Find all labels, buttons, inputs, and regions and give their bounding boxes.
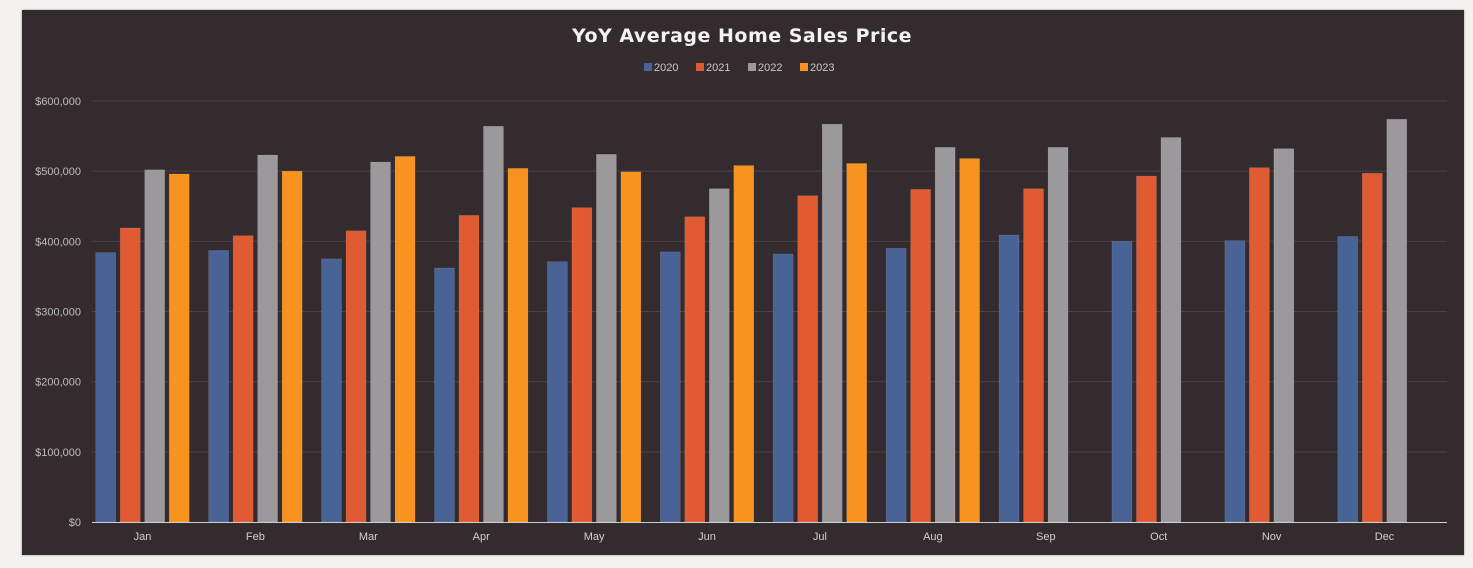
- bar-2023-jan: [168, 173, 190, 523]
- bar-2022-aug: [934, 147, 956, 523]
- bar-2021-may: [571, 207, 593, 523]
- bar-2020-oct: [1111, 241, 1133, 523]
- x-tick-label: Jan: [134, 531, 152, 543]
- bar-2020-sep: [998, 234, 1020, 523]
- x-tick-label: Aug: [923, 531, 943, 543]
- y-tick-label: $400,000: [35, 236, 81, 248]
- bar-2021-nov: [1249, 167, 1270, 523]
- bar-2022-jul: [821, 123, 843, 523]
- bar-2022-oct: [1160, 137, 1182, 523]
- bar-2023-mar: [394, 156, 416, 523]
- bar-2023-apr: [507, 168, 529, 523]
- bar-2020-aug: [885, 248, 907, 523]
- y-tick-label: $600,000: [35, 96, 81, 108]
- bar-2021-jun: [684, 216, 706, 523]
- y-tick-label: $100,000: [35, 447, 81, 459]
- bar-2023-jun: [733, 165, 755, 523]
- legend-label-2021: 2021: [706, 62, 730, 74]
- bar-2023-may: [620, 171, 642, 523]
- chart-card: YoY Average Home Sales Price 2020 2021 202…: [22, 10, 1464, 555]
- y-tick-label: $300,000: [35, 307, 81, 319]
- bar-2021-aug: [910, 189, 931, 523]
- bar-2023-aug: [959, 158, 980, 523]
- bar-2022-may: [596, 154, 617, 523]
- x-tick-label: Jul: [813, 531, 827, 543]
- legend-swatch-2023: [800, 63, 808, 71]
- x-tick-label: Sep: [1036, 531, 1056, 543]
- bar-2022-dec: [1386, 118, 1408, 523]
- bar-2020-jan: [95, 252, 117, 523]
- bar-2022-sep: [1047, 147, 1069, 523]
- bar-2020-mar: [321, 258, 342, 523]
- legend-label-2020: 2020: [654, 62, 678, 74]
- y-tick-label: $500,000: [35, 166, 81, 178]
- bar-2022-mar: [370, 161, 391, 523]
- legend-swatch-2022: [748, 63, 756, 71]
- chart-svg: YoY Average Home Sales Price 2020 2021 202…: [35, 25, 1447, 543]
- y-axis: $0 $100,000 $200,000 $300,000 $400,000 $500,0…: [35, 96, 81, 529]
- x-axis: Jan Feb Mar Apr May Jun Jul Aug Sep Oct Nov Dec: [92, 522, 1447, 543]
- bar-2021-jan: [119, 227, 141, 523]
- bar-2020-nov: [1224, 240, 1246, 523]
- bar-2021-mar: [345, 230, 367, 523]
- x-tick-label: Jun: [698, 531, 716, 543]
- x-tick-label: Mar: [359, 531, 378, 543]
- bar-2020-dec: [1337, 236, 1359, 523]
- bar-2022-apr: [483, 125, 504, 523]
- bar-2021-apr: [458, 215, 480, 523]
- bars: [95, 118, 1408, 523]
- bar-2020-apr: [434, 267, 455, 523]
- bar-2020-jun: [659, 251, 681, 523]
- chart-title: YoY Average Home Sales Price: [571, 25, 912, 47]
- bar-2021-feb: [232, 235, 254, 523]
- x-tick-label: Nov: [1262, 531, 1282, 543]
- bar-2021-oct: [1136, 175, 1157, 523]
- bar-2022-feb: [257, 154, 278, 523]
- legend-swatch-2020: [644, 63, 652, 71]
- bar-2021-sep: [1023, 188, 1044, 523]
- x-tick-label: Oct: [1150, 531, 1167, 543]
- y-tick-label: $0: [69, 517, 81, 529]
- bar-2022-nov: [1273, 148, 1295, 523]
- x-tick-label: Apr: [473, 531, 490, 543]
- bar-2022-jan: [144, 169, 166, 523]
- bar-2020-feb: [208, 250, 229, 523]
- legend: 2020 2021 2022 2023: [644, 62, 834, 74]
- bar-2022-jun: [708, 188, 730, 523]
- x-tick-label: Feb: [246, 531, 265, 543]
- bar-2023-feb: [281, 170, 303, 523]
- bar-2023-jul: [846, 163, 868, 523]
- x-tick-label: May: [584, 531, 605, 543]
- legend-swatch-2021: [696, 63, 704, 71]
- bar-2020-jul: [772, 253, 794, 523]
- legend-label-2022: 2022: [758, 62, 782, 74]
- legend-label-2023: 2023: [810, 62, 834, 74]
- bar-2021-jul: [797, 195, 819, 523]
- bar-2021-dec: [1361, 172, 1383, 523]
- gridlines: [92, 100, 1447, 453]
- bar-2020-may: [547, 261, 568, 523]
- x-tick-label: Dec: [1375, 531, 1395, 543]
- y-tick-label: $200,000: [35, 377, 81, 389]
